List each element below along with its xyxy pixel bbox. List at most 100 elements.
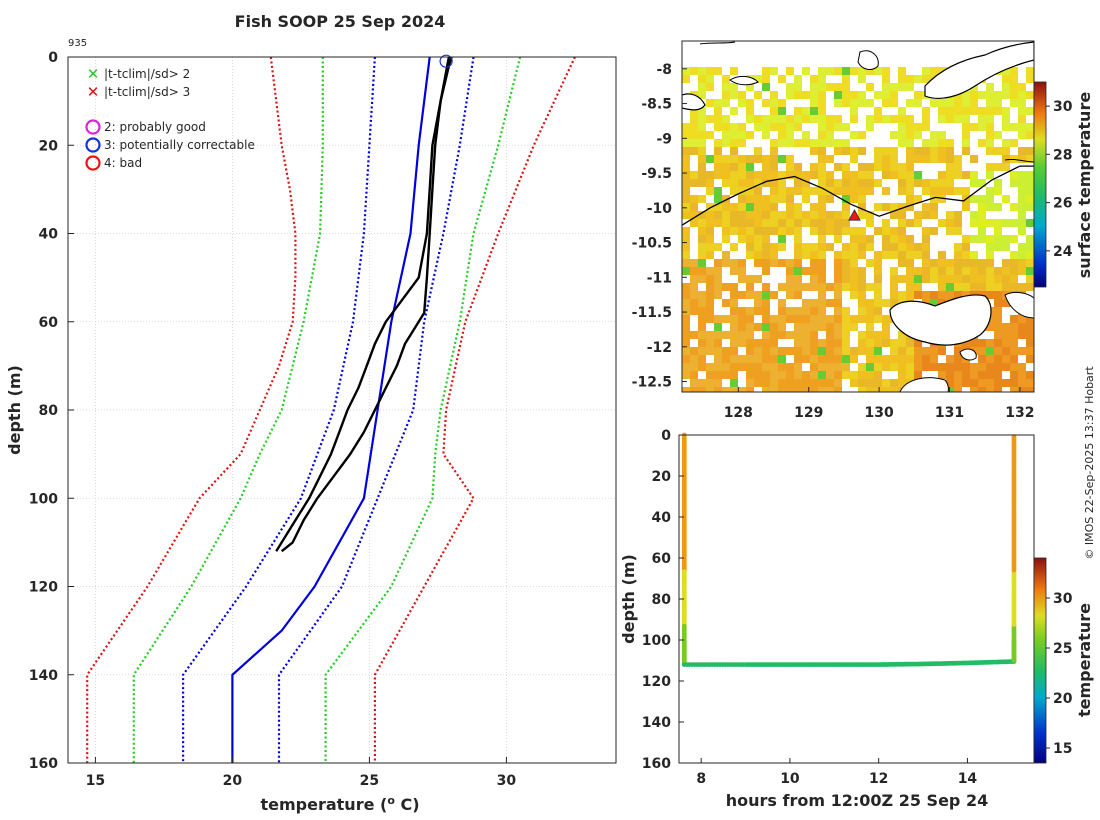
sst-cell [874,283,882,291]
sst-cell [834,299,842,307]
sst-cell [938,147,946,155]
sst-cell [778,315,786,323]
sst-cell [994,315,1002,323]
sst-cell [1010,387,1018,392]
sst-cell [898,347,906,355]
sst-cell [778,131,786,139]
sst-cell [754,259,762,267]
sst-cell [874,91,882,99]
y-tick-label: 60 [39,315,59,331]
sst-cell [698,243,706,251]
time-y-tick-label: 100 [642,633,671,649]
sst-cell [746,291,754,299]
sst-cell [1018,283,1026,291]
sst-cell [818,243,826,251]
sst-cell [970,251,978,259]
sst-cell [770,323,778,331]
sst-cell [786,331,794,339]
sst-cell [722,219,730,227]
y-tick-label: 80 [39,403,59,419]
sst-cell [714,155,722,163]
sst-cell [882,235,890,243]
sst-cell [778,243,786,251]
sst-cell [722,259,730,267]
sst-cell [1026,107,1034,115]
sst-cell [746,347,754,355]
sst-cell [794,387,802,392]
sst-cell [938,283,946,291]
sst-cell [978,267,986,275]
sst-cell [706,387,714,392]
sst-cell [730,371,738,379]
sst-cell [978,91,986,99]
sst-cell [1018,147,1026,155]
sst-cell [826,67,834,75]
sst-cell [682,371,690,379]
sst-cell [802,371,810,379]
sst-cell [802,187,810,195]
sst-cell [762,99,770,107]
sst-cell [858,299,866,307]
sst-cell [714,243,722,251]
sst-cell [850,91,858,99]
sst-cell [898,171,906,179]
sst-cell [938,67,946,75]
sst-cell [858,147,866,155]
sst-cell [730,203,738,211]
sst-cell [730,243,738,251]
sst-cell [690,195,698,203]
sst-cell [962,115,970,123]
sst-cell [810,363,818,371]
sst-cell [754,363,762,371]
sst-cell [954,219,962,227]
sst-cell [826,379,834,387]
x-tick-label: 25 [360,773,379,789]
sst-cell [802,243,810,251]
sst-cell [922,115,930,123]
sst-cell [682,139,690,147]
sst-cell [914,347,922,355]
sst-cell [826,179,834,187]
coastline-melville [889,294,992,346]
sst-cell [698,307,706,315]
sst-cell [794,91,802,99]
sst-cell [946,115,954,123]
sst-cell [842,187,850,195]
sst-cell [762,283,770,291]
sst-cell [770,179,778,187]
sst-cell [914,219,922,227]
sst-cell [954,251,962,259]
sst-cell [698,107,706,115]
sst-cell [738,155,746,163]
sst-cell [690,363,698,371]
sst-cell [994,291,1002,299]
sst-cell [970,195,978,203]
sst-cell [746,131,754,139]
sst-cell [914,179,922,187]
sst-cell [818,267,826,275]
sst-cell [810,339,818,347]
sst-cell [1026,267,1034,275]
sst-cell [1018,243,1026,251]
sst-cell [962,363,970,371]
sst-cell [786,259,794,267]
sst-cell [970,363,978,371]
sst-cell [786,115,794,123]
sst-cell [778,171,786,179]
sst-cell [930,275,938,283]
legend-item-flag2: 2: probably good [85,119,206,135]
sst-cell [1026,187,1034,195]
sst-cell [978,275,986,283]
sst-cell [754,155,762,163]
sst-cell [890,275,898,283]
time-xlabel: hours from 12:00Z 25 Sep 24 [726,791,988,810]
sst-cell [890,251,898,259]
sst-cell [786,347,794,355]
sst-cell [962,203,970,211]
sst-cell [722,211,730,219]
sst-cell [842,195,850,203]
sst-cell [882,299,890,307]
sst-cell [866,187,874,195]
sst-cell [834,67,842,75]
sst-cell [706,283,714,291]
